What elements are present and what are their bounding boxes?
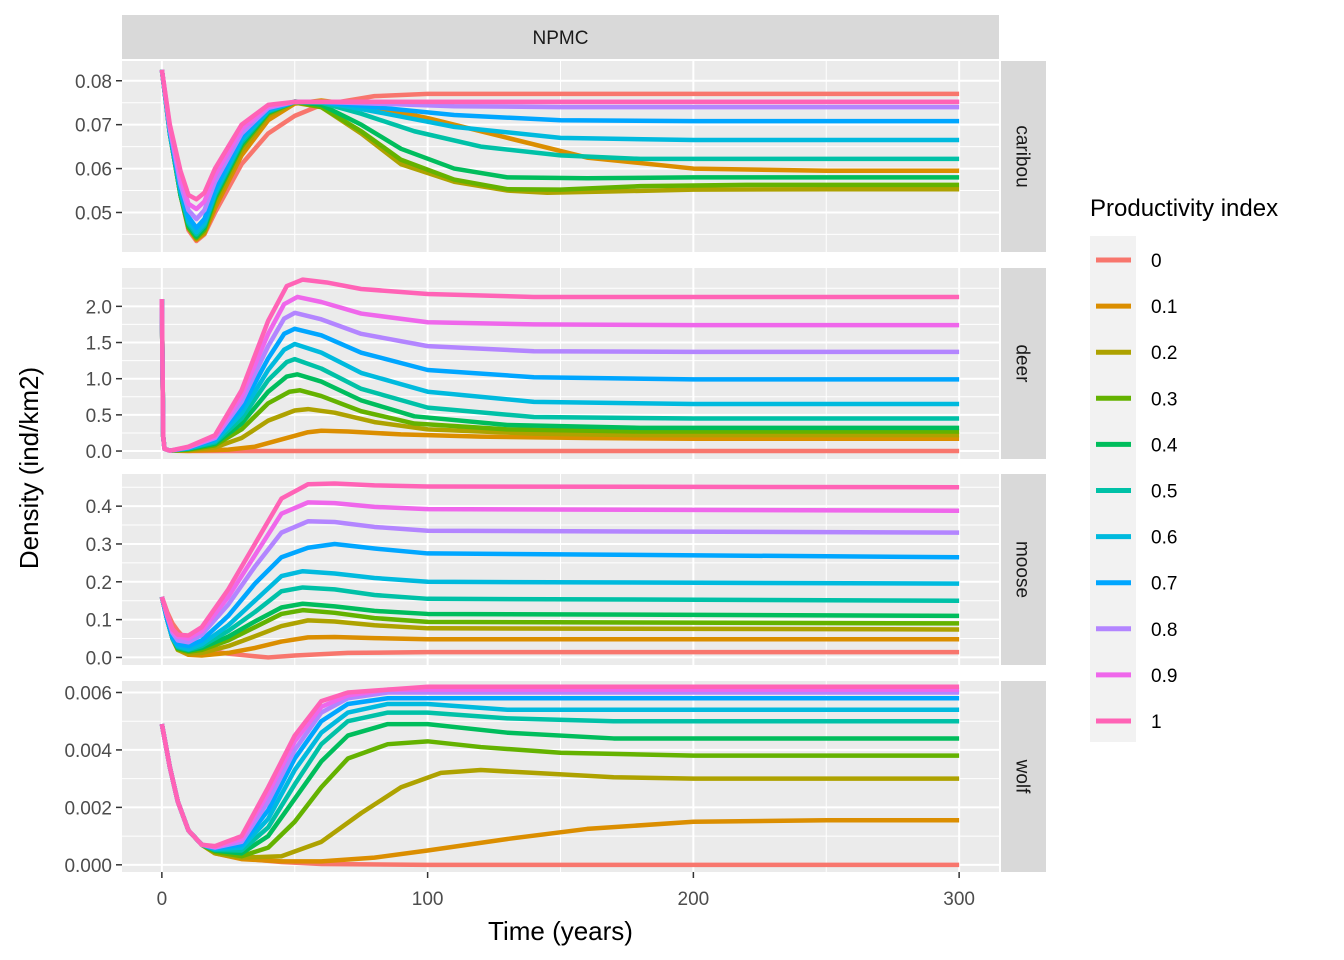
series-line-wolf-1: [159, 684, 960, 849]
y-tick-label: 0.08: [75, 72, 112, 93]
legend-title: Productivity index: [1090, 195, 1278, 222]
y-axis-title: Density (ind/km2): [14, 367, 44, 569]
legend-items: 0 0.1 0.2 0.3 0.4 0.5 0.6 0.7 0.8 0.9 1: [1090, 236, 1178, 742]
row-strip: [1001, 61, 1046, 252]
legend-label: 0: [1151, 251, 1162, 272]
y-tick-label: 0.000: [64, 856, 112, 877]
x-tick-label: 0: [157, 889, 168, 910]
column-strip: [122, 15, 999, 59]
row-strip: [1001, 681, 1046, 872]
x-tick-label: 200: [678, 889, 710, 910]
series-line-moose-1: [159, 481, 960, 638]
panel-moose: 0.0 0.1 0.2 0.3 0.4 moose: [86, 474, 1046, 669]
panels: 0.05 0.06 0.07 0.08 caribou 0.0 0.5 1.0 1.5 2.0 de…: [64, 61, 1046, 877]
y-tick-label: 2.0: [86, 297, 112, 318]
panel-caribou: 0.05 0.06 0.07 0.08 caribou: [75, 61, 1046, 252]
legend-label: 0.5: [1151, 482, 1177, 503]
legend-label: 0.9: [1151, 666, 1177, 687]
x-axis: 0 100 200 300: [157, 872, 975, 910]
y-tick-label: 0.4: [86, 497, 113, 518]
row-strip-label: moose: [1012, 541, 1033, 598]
y-tick-label: 0.3: [86, 535, 112, 556]
series-lines: [159, 69, 960, 244]
panel-deer: 0.0 0.5 1.0 1.5 2.0 deer: [86, 268, 1046, 463]
legend-label: 0.2: [1151, 343, 1177, 364]
legend-label: 0.1: [1151, 297, 1177, 318]
y-tick-label: 0.05: [75, 203, 112, 224]
series-line-deer-1: [159, 277, 960, 453]
y-tick-label: 0.06: [75, 160, 112, 181]
x-tick-label: 100: [412, 889, 444, 910]
column-strip-label: NPMC: [533, 28, 589, 49]
panel-wolf: 0.000 0.002 0.004 0.006 wolf: [64, 681, 1046, 877]
y-tick-label: 0.07: [75, 116, 112, 137]
y-tick-label: 0.002: [64, 798, 112, 819]
legend: Productivity index 0 0.1 0.2 0.3 0.4 0.5 0.6 0.…: [1090, 195, 1278, 742]
legend-label: 0.4: [1151, 435, 1178, 456]
series-line-caribou-1: [159, 69, 960, 202]
x-tick-label: 300: [943, 889, 975, 910]
y-tick-label: 0.1: [86, 611, 112, 632]
series-lines: [159, 277, 960, 454]
legend-label: 0.7: [1151, 574, 1177, 595]
row-strip-label: caribou: [1012, 125, 1033, 187]
x-axis-title: Time (years): [488, 916, 633, 946]
series-lines: [159, 684, 960, 868]
legend-label: 0.8: [1151, 620, 1177, 641]
row-strip: [1001, 474, 1046, 665]
y-tick-label: 1.0: [86, 370, 112, 391]
legend-label: 0.6: [1151, 528, 1177, 549]
series-lines: [159, 481, 960, 660]
y-tick-label: 0.0: [86, 442, 112, 463]
row-strip-label: deer: [1012, 344, 1033, 383]
y-tick-label: 0.2: [86, 573, 112, 594]
y-tick-label: 0.0: [86, 648, 112, 669]
legend-label: 1: [1151, 712, 1162, 733]
row-strip-label: wolf: [1012, 759, 1033, 795]
legend-label: 0.3: [1151, 389, 1177, 410]
y-tick-label: 0.006: [64, 683, 112, 704]
row-strip: [1001, 268, 1046, 459]
y-tick-label: 0.5: [86, 406, 112, 427]
y-tick-label: 1.5: [86, 334, 112, 355]
y-tick-label: 0.004: [64, 741, 112, 762]
